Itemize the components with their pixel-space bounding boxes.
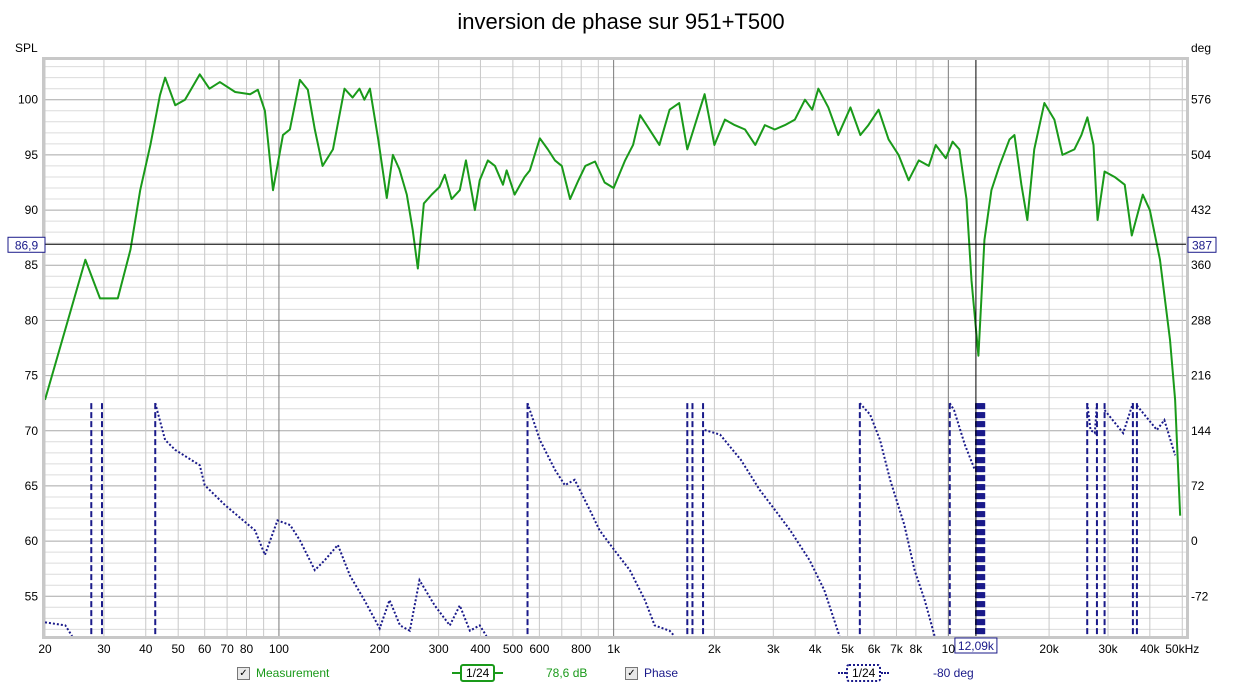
- x-tick-label: 2k: [708, 642, 722, 656]
- x-tick-label: 500: [503, 642, 523, 656]
- x-tick-label: 800: [571, 642, 591, 656]
- phase-checkbox[interactable]: ✓: [625, 666, 638, 680]
- y-right-tick-label: 432: [1191, 203, 1211, 217]
- y-right-tick-label: 360: [1191, 258, 1211, 272]
- cursor-spl-readout: 86,9: [15, 238, 39, 252]
- x-tick-label: 50: [172, 642, 186, 656]
- measurement-label: Measurement: [256, 666, 330, 680]
- x-tick-label: 400: [470, 642, 490, 656]
- measurement-cursor-value: 78,6 dB: [546, 666, 588, 680]
- legend-phase[interactable]: ✓ Phase: [625, 666, 678, 680]
- x-tick-label: 10: [942, 642, 956, 656]
- x-tick-label: 70: [220, 642, 234, 656]
- y-left-tick-label: 70: [25, 424, 39, 438]
- y-right-tick-label: 216: [1191, 369, 1211, 383]
- x-tick-label: 6k: [868, 642, 882, 656]
- y-left-tick-label: 80: [25, 313, 39, 327]
- y-right-tick-label: 144: [1191, 424, 1211, 438]
- y-right-tick-label: 576: [1191, 93, 1211, 107]
- phase-smoothing-value[interactable]: 1/24: [846, 664, 882, 682]
- y-left-tick-label: 95: [25, 148, 39, 162]
- x-tick-label: 4k: [809, 642, 823, 656]
- x-tick-label: 8k: [910, 642, 924, 656]
- x-tick-label: 20: [38, 642, 52, 656]
- chart-title: inversion de phase sur 951+T500: [457, 9, 785, 34]
- x-tick-label: 600: [529, 642, 549, 656]
- y-right-tick-label: 288: [1191, 313, 1211, 327]
- x-tick-label: 5k: [841, 642, 855, 656]
- y-left-tick-label: 55: [25, 589, 39, 603]
- phase-series-line: [704, 429, 841, 636]
- measurement-series-line: [45, 73, 1182, 516]
- y-left-tick-label: 75: [25, 369, 39, 383]
- y-right-tick-label: 72: [1191, 479, 1205, 493]
- x-tick-label: 1k: [607, 642, 621, 656]
- y-right-tick-label: 0: [1191, 534, 1198, 548]
- measurement-smoothing-value[interactable]: 1/24: [460, 664, 496, 682]
- x-tick-label: 40: [139, 642, 153, 656]
- x-tick-label: 30: [97, 642, 111, 656]
- cursor-freq-readout-box: [954, 637, 998, 654]
- y-right-tick-label: 504: [1191, 148, 1211, 162]
- y-left-tick-label: 85: [25, 258, 39, 272]
- y-left-tick-label: 65: [25, 479, 39, 493]
- x-tick-label: 200: [370, 642, 390, 656]
- x-tick-label: 100: [269, 642, 289, 656]
- phase-series-line: [948, 402, 976, 471]
- phase-series-line: [526, 402, 676, 636]
- y-right-axis-label: deg: [1191, 41, 1211, 55]
- x-tick-label: 7k: [890, 642, 904, 656]
- cursor-freq-readout: 12,09k: [958, 639, 995, 653]
- cursor-spl-readout-box: [7, 236, 46, 253]
- measurement-checkbox[interactable]: ✓: [237, 666, 250, 680]
- x-tick-label: 30k: [1098, 642, 1118, 656]
- phase-series-line: [1103, 402, 1134, 436]
- cursor-deg-readout: 387: [1192, 238, 1212, 252]
- phase-series-line: [1086, 403, 1098, 435]
- plot-area: [45, 60, 1186, 636]
- x-tick-label: 80: [240, 642, 254, 656]
- x-tick-label: 60: [198, 642, 212, 656]
- x-tick-label: 300: [429, 642, 449, 656]
- y-left-axis-label: SPL: [15, 41, 38, 55]
- measurement-smoothing[interactable]: 1/24: [452, 664, 504, 682]
- y-left-tick-label: 90: [25, 203, 39, 217]
- y-right-tick-label: -72: [1191, 589, 1209, 603]
- phase-series-line: [45, 621, 73, 636]
- legend-measurement[interactable]: ✓ Measurement: [237, 666, 329, 680]
- phase-smoothing[interactable]: 1/24: [838, 664, 890, 682]
- y-left-tick-label: 60: [25, 534, 39, 548]
- x-tick-label: 3k: [767, 642, 781, 656]
- cursor-deg-readout-box: [1187, 236, 1217, 253]
- phase-series-line: [1136, 404, 1177, 456]
- x-tick-label: 50kHz: [1165, 642, 1199, 656]
- y-left-tick-label: 100: [18, 93, 38, 107]
- phase-cursor-value: -80 deg: [933, 666, 974, 680]
- x-tick-label: 20k: [1039, 642, 1059, 656]
- x-tick-label: 40k: [1140, 642, 1160, 656]
- phase-label: Phase: [644, 666, 679, 680]
- series-group: [45, 73, 1182, 636]
